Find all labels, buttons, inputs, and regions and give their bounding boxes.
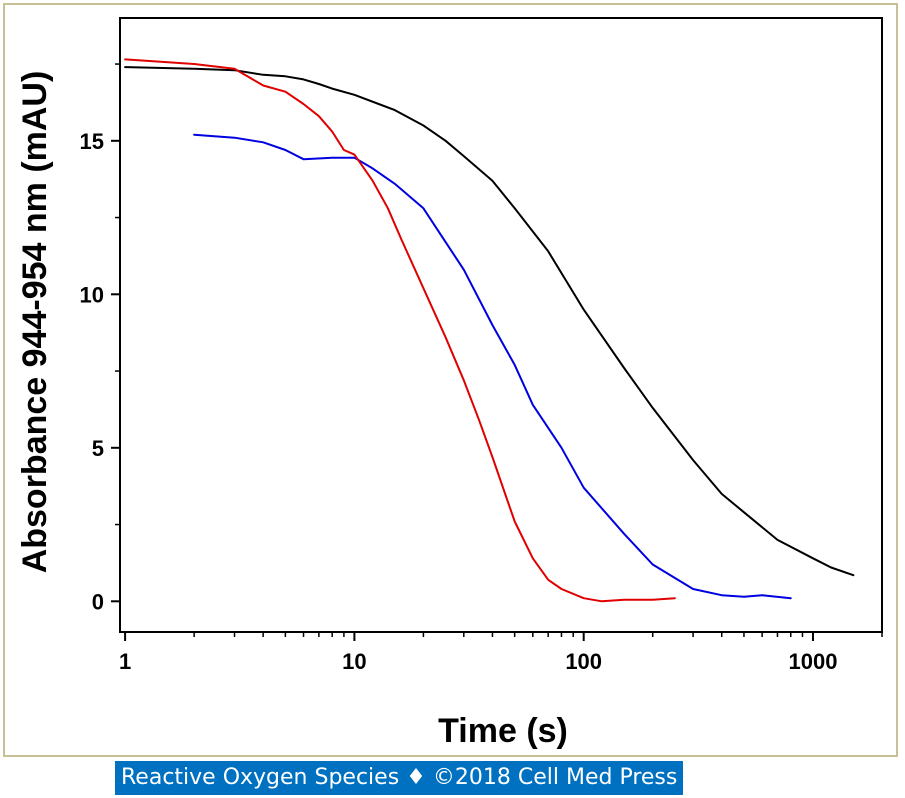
y-axis-title: Absorbance 944-954 nm (mAU) [16, 71, 54, 574]
x-axis-title: Time (s) [438, 712, 568, 750]
series-line-2 [193, 133, 792, 600]
figure-frame [3, 3, 898, 757]
series-layer [124, 58, 855, 603]
y-tick-label: 15 [80, 129, 104, 154]
axes: 1 10 100 1000 0 5 10 15 [80, 17, 883, 674]
y-tick-label: 5 [92, 436, 104, 461]
copyright-banner: Reactive Oxygen Species ♦ ©2018 Cell Med… [115, 761, 684, 795]
plot-border [119, 17, 883, 633]
y-tick-label: 0 [92, 589, 104, 614]
x-tick-label: 100 [565, 649, 602, 674]
x-tick-label: 1000 [789, 649, 838, 674]
x-tick-label: 1 [119, 649, 131, 674]
x-tick-label: 10 [342, 649, 366, 674]
y-tick-label: 10 [80, 282, 104, 307]
series-line-1 [124, 66, 855, 577]
chart: 1 10 100 1000 0 5 10 15 Time (s) Absorbance 944… [16, 17, 883, 750]
series-line-3 [124, 58, 676, 603]
